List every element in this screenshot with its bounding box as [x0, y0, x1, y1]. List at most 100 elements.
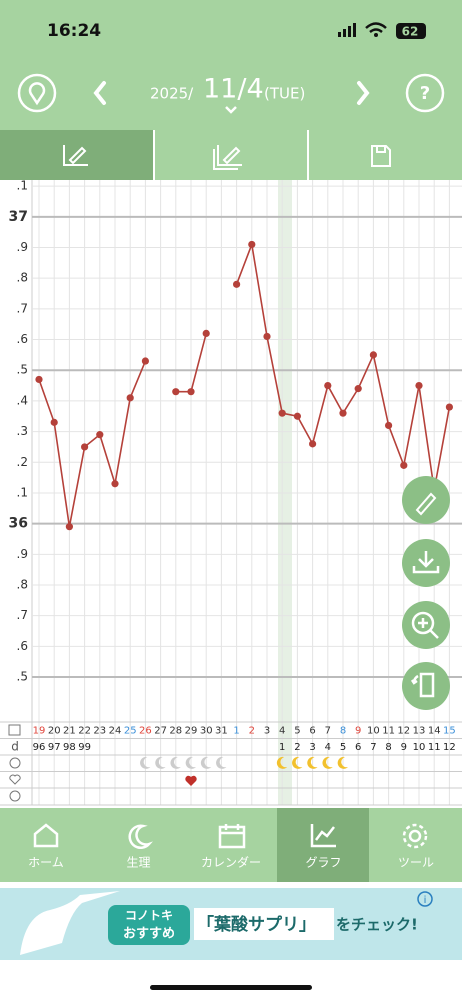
y-tick-label: .7	[17, 608, 28, 622]
temperature-point	[248, 240, 256, 249]
day-label: 23	[93, 726, 106, 737]
battery-level: 62	[402, 25, 419, 39]
home-indicator	[150, 985, 312, 990]
day-label: 10	[367, 726, 380, 737]
location-button[interactable]	[17, 73, 57, 113]
day-label: 15	[443, 726, 456, 737]
moon-grey	[155, 756, 166, 769]
day-label: 2	[249, 726, 255, 737]
tab-active[interactable]	[0, 130, 153, 180]
y-tick-label: 37	[9, 209, 28, 225]
row-icon-mood	[9, 790, 21, 802]
y-tick-label: .5	[17, 363, 28, 377]
tab-icons	[63, 145, 391, 170]
help-button[interactable]	[405, 73, 445, 113]
signal	[338, 23, 356, 37]
ad-info-icon: i	[424, 895, 427, 906]
day-label: 4	[279, 726, 285, 737]
day-label: 25	[124, 726, 137, 737]
nav-label[interactable]: ホーム	[28, 856, 64, 870]
nav-label[interactable]: カレンダー	[201, 855, 261, 870]
zoom-button[interactable]	[402, 601, 450, 649]
temperature-point	[187, 388, 195, 396]
temperature-point	[445, 403, 453, 411]
temperature-point	[339, 409, 347, 417]
temperature-line	[38, 360, 147, 527]
ad-badge-bottom: おすすめ	[123, 927, 175, 942]
weekday: (TUE)	[264, 85, 305, 103]
y-tick-label: .4	[17, 393, 28, 407]
moon-grey	[185, 756, 196, 769]
battery	[396, 23, 426, 39]
nav-label[interactable]: グラフ	[305, 856, 341, 870]
day-label: 5	[294, 726, 300, 737]
day-label: 27	[154, 726, 167, 737]
cycle-day: 9	[401, 742, 407, 753]
wifi	[365, 22, 387, 34]
prev-button[interactable]	[93, 81, 106, 105]
day-label: 3	[264, 726, 270, 737]
cycle-day: 6	[355, 742, 361, 753]
edit-icon	[415, 492, 437, 516]
temperature-point	[81, 443, 89, 451]
moon-yellow	[337, 756, 348, 769]
tab[interactable]	[155, 130, 307, 180]
tab[interactable]	[309, 130, 462, 180]
moon-yellow	[307, 756, 318, 769]
ad-info[interactable]	[417, 891, 433, 907]
moon-yellow	[322, 756, 333, 769]
day-label: 7	[325, 726, 331, 737]
location-icon	[28, 82, 46, 106]
cycle-day: 10	[413, 742, 426, 753]
year: 2025/	[150, 85, 194, 103]
rotate-button[interactable]	[402, 662, 450, 710]
moon-yellow	[292, 756, 303, 769]
temperature-point	[278, 409, 286, 417]
moon-yellow	[276, 756, 288, 769]
cycle-day: 98	[63, 742, 76, 753]
wifi-dot	[374, 33, 378, 37]
ad-badge-top: コノトキ	[125, 909, 173, 923]
row-icon-sex	[9, 757, 21, 769]
day-label: 22	[78, 726, 91, 737]
day-label: 31	[215, 726, 228, 737]
cycle-day: 11	[428, 742, 441, 753]
day-label: 19	[33, 726, 46, 737]
temperature-point	[141, 357, 149, 365]
day-label: 8	[340, 726, 346, 737]
ad-bird	[20, 891, 120, 955]
day-label: 9	[355, 726, 361, 737]
day-label: 28	[169, 726, 182, 737]
cycle-day: 2	[294, 742, 300, 753]
temperature-point	[415, 381, 423, 390]
day-label: 29	[185, 726, 198, 737]
row-icon-calendar	[8, 724, 21, 736]
nav-label[interactable]: ツール	[398, 856, 434, 870]
clock: 16:24	[47, 21, 101, 41]
ad-highlight-bg	[194, 908, 334, 940]
moon-grey	[200, 756, 212, 769]
temperature-point	[50, 418, 58, 426]
nav-label[interactable]: 生理	[126, 856, 150, 870]
y-tick-label: .7	[17, 301, 28, 315]
y-tick-label: .3	[17, 424, 28, 438]
y-tick-label: .1	[17, 485, 28, 499]
next-button[interactable]	[357, 81, 370, 105]
date-dropdown[interactable]	[225, 106, 237, 114]
header-bg	[0, 0, 462, 130]
temperature-point	[96, 431, 104, 439]
moon-grey	[140, 756, 151, 769]
temperature-point	[111, 480, 119, 488]
day-label: 1	[233, 726, 239, 737]
moon-grey	[170, 756, 181, 769]
zoom-icon	[411, 611, 439, 639]
y-tick-label: 36	[9, 516, 28, 532]
y-tick-label: .9	[17, 547, 28, 561]
cycle-day: 4	[325, 742, 331, 753]
cycle-day: 12	[443, 742, 456, 753]
y-tick-label: .5	[17, 670, 28, 684]
day-label: 6	[309, 726, 315, 737]
cycle-day: 99	[78, 742, 91, 753]
